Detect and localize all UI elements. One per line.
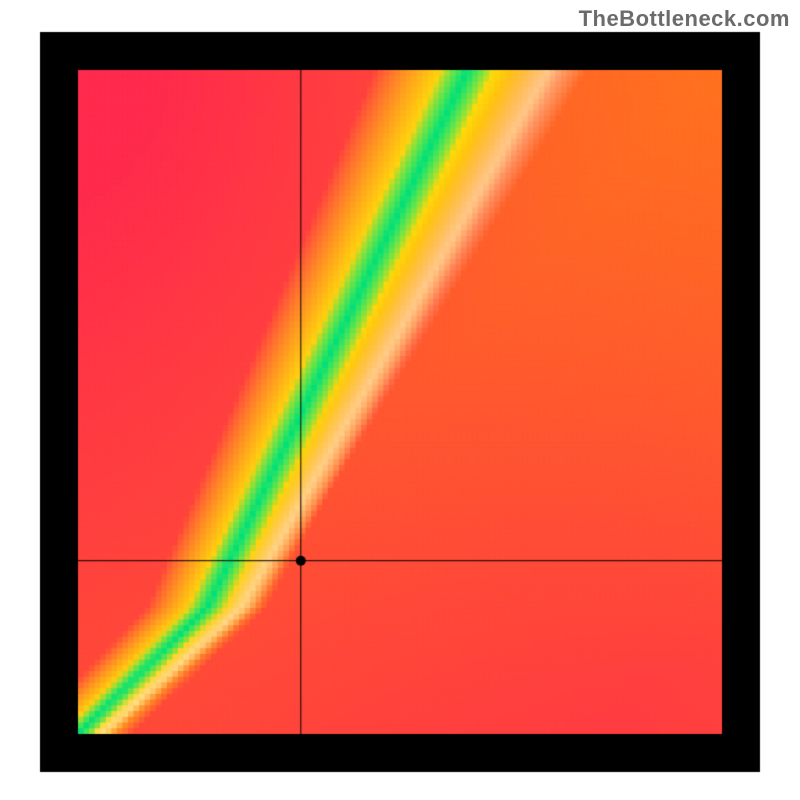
watermark-text: TheBottleneck.com (579, 6, 790, 32)
heatmap-canvas (0, 0, 800, 800)
chart-container: TheBottleneck.com (0, 0, 800, 800)
